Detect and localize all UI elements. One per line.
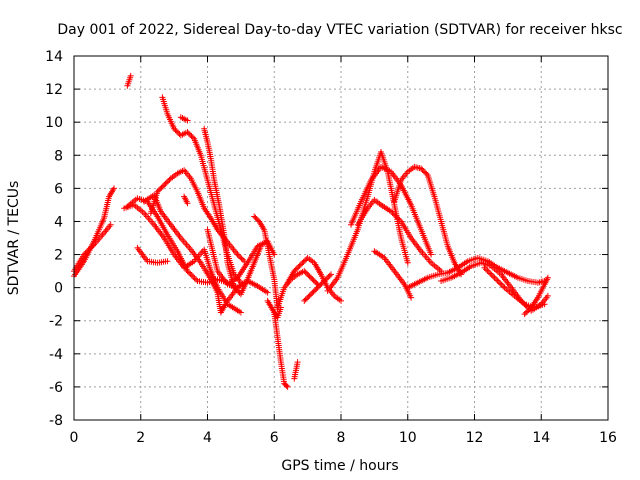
data-point-marks <box>481 264 548 311</box>
x-tick-label: 2 <box>136 430 145 446</box>
y-tick-label: 4 <box>54 214 63 230</box>
data-marks <box>71 72 551 390</box>
data-point-marks <box>124 72 134 89</box>
y-tick-label: 14 <box>45 49 63 65</box>
x-tick-label: 16 <box>599 430 617 446</box>
data-point-marks <box>521 274 551 318</box>
series-trace-11 <box>177 114 191 124</box>
series-trace-24 <box>354 196 445 275</box>
data-point-marks <box>291 359 301 382</box>
data-point-marks <box>134 244 171 266</box>
data-point-marks <box>354 196 445 275</box>
data-point-marks <box>177 114 191 124</box>
data-point-marks <box>251 213 281 313</box>
data-point-marks <box>371 248 415 301</box>
x-tick-label: 6 <box>270 430 279 446</box>
series-trace-2 <box>71 221 114 275</box>
series-trace-9 <box>181 193 191 207</box>
series-trace-15 <box>251 213 281 313</box>
data-point-marks <box>71 185 117 280</box>
data-point-marks <box>147 167 248 265</box>
series-trace-26 <box>391 163 465 278</box>
x-tick-label: 0 <box>70 430 79 446</box>
grid-lines <box>74 56 608 420</box>
data-point-marks <box>271 309 291 390</box>
series-trace-30 <box>521 274 551 318</box>
series-trace-10 <box>159 94 244 286</box>
series-trace-1 <box>71 185 117 280</box>
x-tick-label: 12 <box>466 430 484 446</box>
x-tick-label: 4 <box>203 430 212 446</box>
x-tick-label: 14 <box>532 430 550 446</box>
series-trace-23 <box>348 163 435 258</box>
data-point-marks <box>301 271 334 304</box>
series-trace-27 <box>404 254 548 291</box>
data-point-marks <box>159 94 244 286</box>
series-trace-8 <box>147 167 248 265</box>
data-point-marks <box>181 193 191 207</box>
y-tick-label: 0 <box>54 281 63 297</box>
series-trace-21 <box>301 271 334 304</box>
x-tick-label: 10 <box>399 430 417 446</box>
y-tick-label: -8 <box>49 413 63 429</box>
series-trace-7 <box>134 244 171 266</box>
data-point-marks <box>348 163 435 258</box>
y-axis-label: SDTVAR / TECUs <box>6 181 22 296</box>
y-tick-label: -2 <box>49 314 63 330</box>
y-tick-label: 2 <box>54 248 63 264</box>
series-trace-3 <box>124 72 134 89</box>
series-trace-18 <box>291 359 301 382</box>
axis-ticks: -8 -6 -4 -2 0 2 4 6 8 10 12 14 0 2 4 6 8 10 12 14 16 <box>45 49 617 446</box>
y-tick-label: 10 <box>45 115 63 131</box>
y-tick-label: 6 <box>54 181 63 197</box>
x-tick-label: 8 <box>337 430 346 446</box>
series-trace-29 <box>481 264 548 311</box>
chart-title: Day 001 of 2022, Sidereal Day-to-day VTE… <box>57 22 622 38</box>
data-point-marks <box>404 254 548 291</box>
y-tick-label: -6 <box>49 380 63 396</box>
data-point-marks <box>71 221 114 275</box>
y-tick-label: 8 <box>54 148 63 164</box>
y-tick-label: 12 <box>45 82 63 98</box>
y-tick-label: -4 <box>49 347 63 363</box>
series-trace-25 <box>371 248 415 301</box>
data-point-marks <box>391 163 465 278</box>
data-point-marks <box>141 192 248 316</box>
series-trace-17 <box>271 309 291 390</box>
series-trace-6 <box>141 192 248 316</box>
x-axis-label: GPS time / hours <box>281 458 398 474</box>
